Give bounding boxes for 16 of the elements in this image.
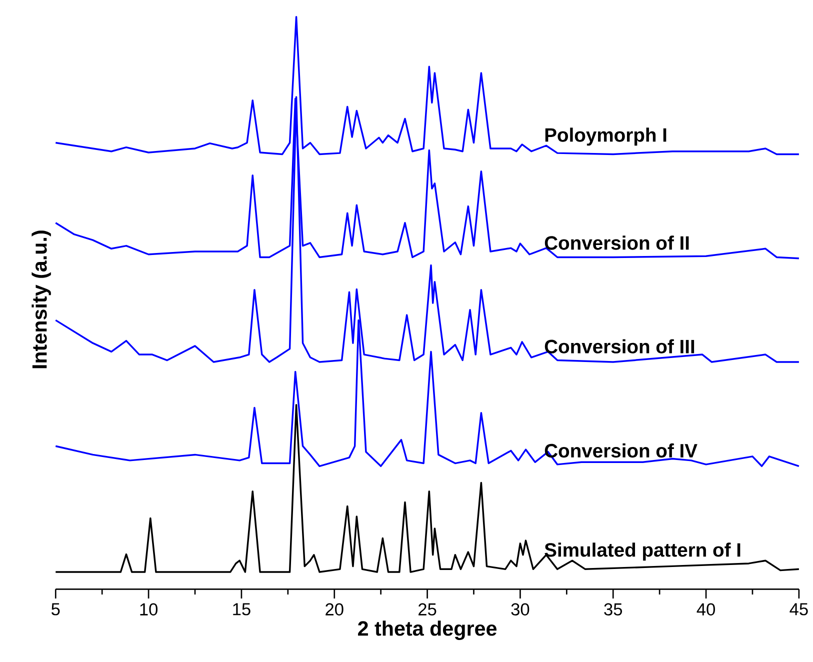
series-label: Simulated pattern of I: [544, 542, 740, 561]
y-axis-title: Intensity (a.u.): [32, 230, 51, 368]
x-tick-label: 40: [696, 603, 715, 616]
x-tick-label: 10: [140, 603, 158, 616]
series-label: Conversion of IV: [544, 443, 698, 458]
series-label: Conversion of III: [544, 339, 694, 354]
x-tick-label: 25: [418, 603, 436, 616]
x-tick-label: 15: [233, 603, 250, 616]
series-label: Conversion of II: [544, 236, 689, 250]
x-axis-title: 2 theta degree: [358, 620, 497, 640]
x-tick-label: 5: [52, 603, 60, 616]
x-tick-label: 45: [790, 603, 808, 616]
series-label: Poloymorph I: [545, 128, 666, 146]
x-tick-label: 20: [326, 603, 344, 616]
x-tick-label: 30: [511, 603, 530, 616]
x-tick-label: 35: [604, 603, 622, 616]
